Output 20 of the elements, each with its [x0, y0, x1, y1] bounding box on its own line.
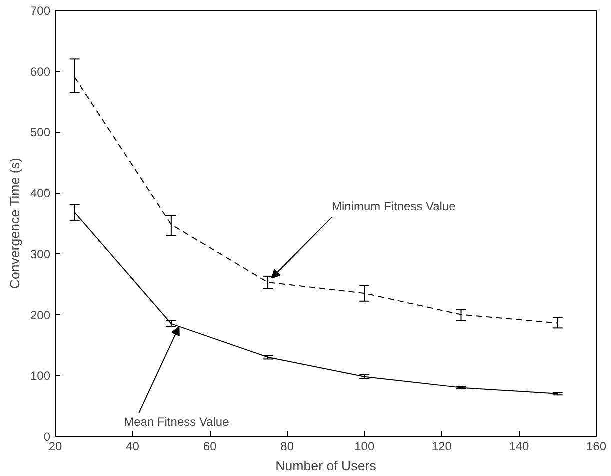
- x-tick-label: 80: [280, 440, 294, 454]
- y-axis-title: Convergence Time (s): [7, 158, 22, 290]
- x-tick-label: 160: [586, 440, 607, 454]
- y-tick-label: 700: [30, 4, 51, 18]
- x-tick-label: 120: [432, 440, 452, 454]
- y-tick-label: 200: [30, 308, 51, 322]
- y-tick-label: 400: [30, 186, 51, 201]
- x-tick-label: 100: [354, 440, 375, 454]
- annotation: Mean Fitness Value: [124, 415, 230, 430]
- x-axis-title: Number of Users: [276, 458, 377, 474]
- y-tick-label: 600: [30, 64, 51, 79]
- y-tick-label: 300: [30, 247, 51, 262]
- y-tick-label: 0: [44, 430, 51, 444]
- annotation: Minimum Fitness Value: [332, 199, 456, 214]
- x-tick-label: 20: [48, 440, 62, 454]
- y-tick-label: 100: [30, 369, 51, 384]
- y-tick-label: 500: [30, 126, 51, 140]
- x-tick-label: 60: [203, 440, 218, 454]
- x-tick-label: 140: [509, 440, 530, 454]
- x-tick-label: 40: [126, 440, 140, 454]
